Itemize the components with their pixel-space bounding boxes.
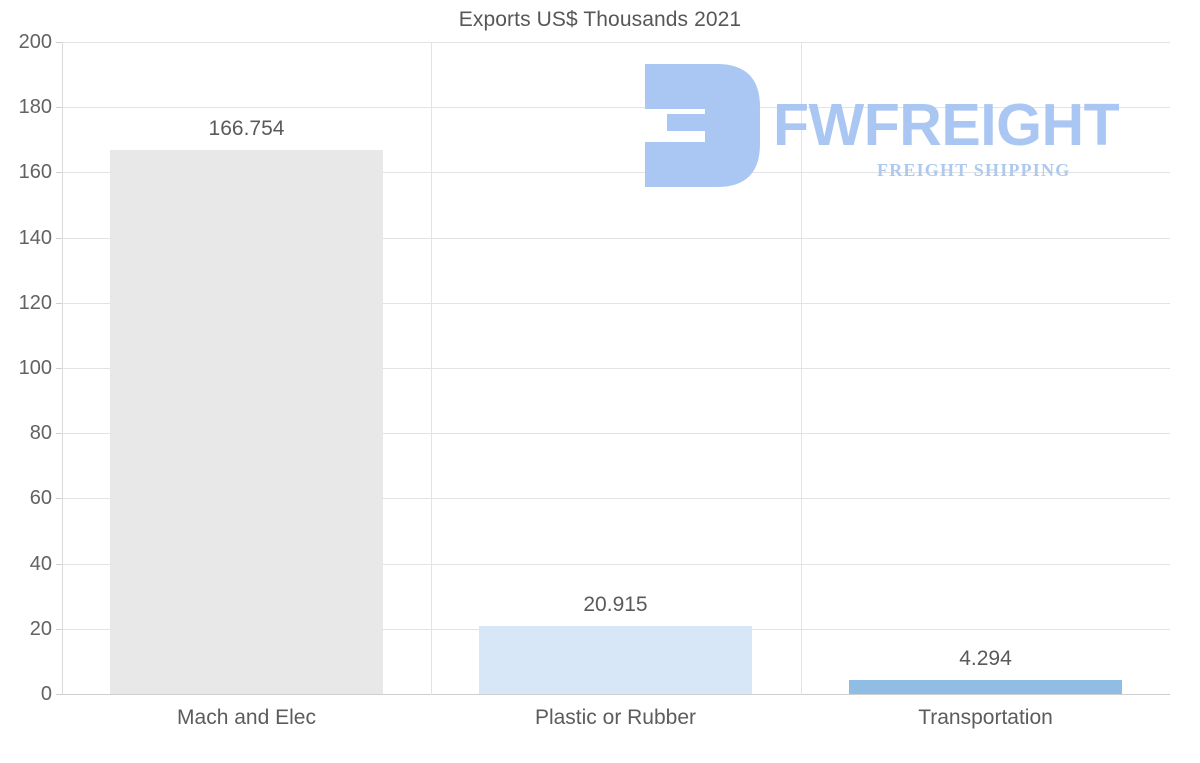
bar[interactable] xyxy=(849,680,1122,694)
gridline-vertical xyxy=(801,42,802,695)
y-axis-tick-label: 60 xyxy=(29,487,52,509)
y-axis-tick xyxy=(56,629,62,630)
y-axis-tick-label: 160 xyxy=(18,161,52,183)
bar[interactable] xyxy=(479,626,752,694)
gridline-horizontal xyxy=(62,564,1170,565)
x-axis-category-label: Plastic or Rubber xyxy=(534,706,697,729)
y-axis-tick xyxy=(56,498,62,499)
bar-value-label: 166.754 xyxy=(208,117,285,140)
y-axis-tick xyxy=(56,433,62,434)
chart-title: Exports US$ Thousands 2021 xyxy=(458,8,742,31)
y-axis-tick-label: 180 xyxy=(18,96,52,118)
y-axis-tick xyxy=(56,694,62,695)
y-axis-tick xyxy=(56,172,62,173)
gridline-horizontal xyxy=(62,42,1170,43)
y-axis-tick xyxy=(56,564,62,565)
bar-value-label: 4.294 xyxy=(959,647,1012,670)
y-axis-tick-label: 140 xyxy=(18,227,52,249)
gridline-horizontal xyxy=(62,107,1170,108)
y-axis-tick-label: 0 xyxy=(40,683,52,705)
bar-value-label: 20.915 xyxy=(583,593,648,616)
plot-area xyxy=(62,42,1170,695)
bar[interactable] xyxy=(110,150,383,694)
y-axis-tick-label: 200 xyxy=(18,31,52,53)
gridline-horizontal xyxy=(62,498,1170,499)
y-axis-tick xyxy=(56,238,62,239)
gridline-horizontal xyxy=(62,694,1170,695)
y-axis-tick-label: 120 xyxy=(18,292,52,314)
gridline-vertical xyxy=(431,42,432,695)
gridline-horizontal xyxy=(62,368,1170,369)
gridline-horizontal xyxy=(62,172,1170,173)
gridline-horizontal xyxy=(62,238,1170,239)
y-axis-tick-label: 20 xyxy=(29,618,52,640)
y-axis-tick xyxy=(56,107,62,108)
y-axis-tick-label: 100 xyxy=(18,357,52,379)
x-axis-category-label: Transportation xyxy=(918,706,1053,729)
y-axis-tick xyxy=(56,368,62,369)
y-axis-tick-label: 80 xyxy=(29,422,52,444)
x-axis-category-label: Mach and Elec xyxy=(177,706,316,729)
gridline-horizontal xyxy=(62,433,1170,434)
y-axis-tick xyxy=(56,42,62,43)
y-axis-tick xyxy=(56,303,62,304)
y-axis-tick-label: 40 xyxy=(29,553,52,575)
gridline-horizontal xyxy=(62,303,1170,304)
